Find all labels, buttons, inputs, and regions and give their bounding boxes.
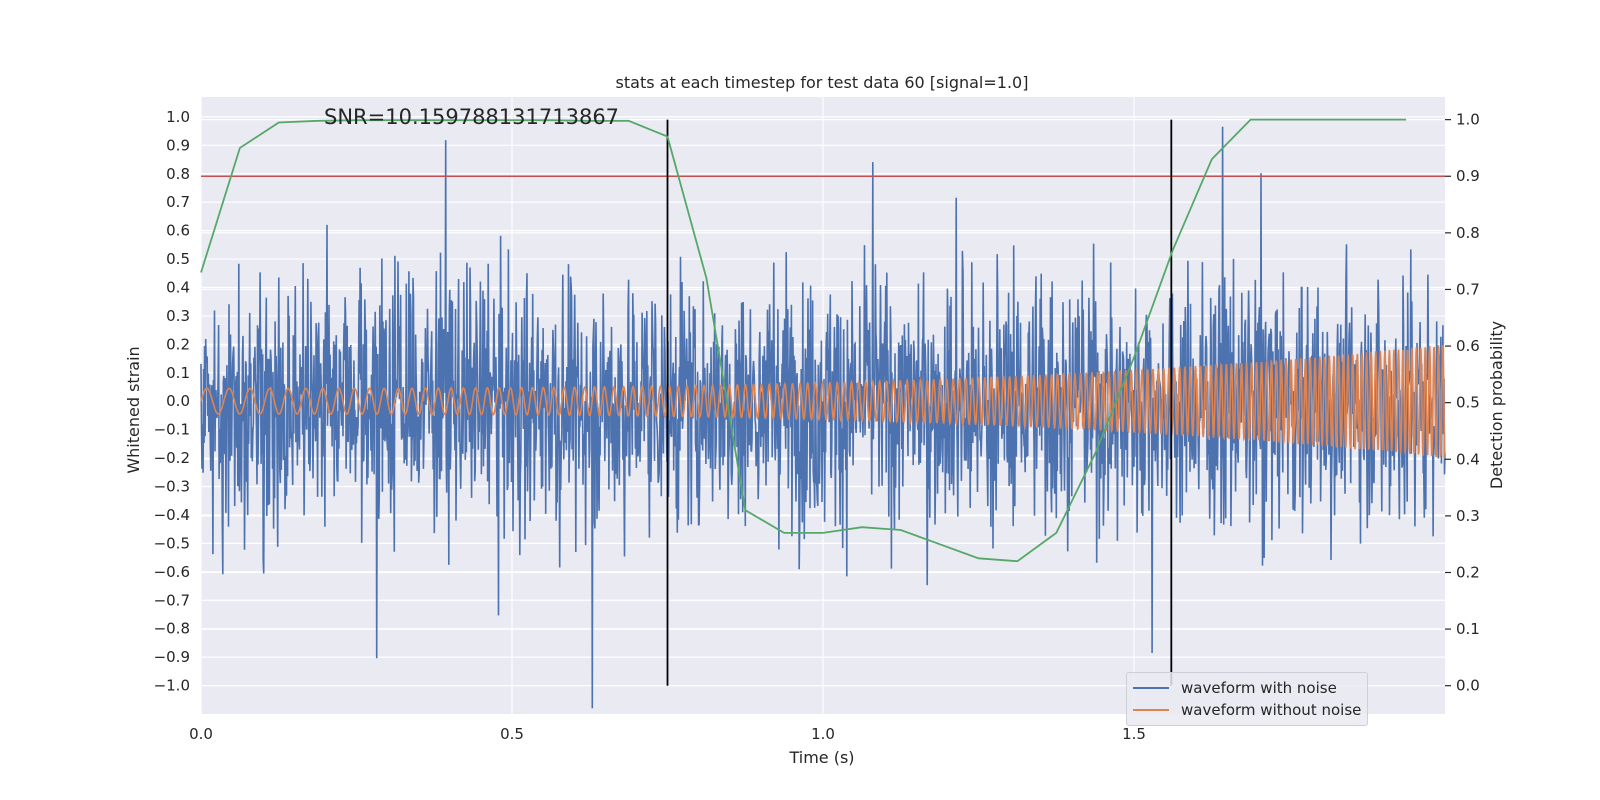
y-tick-label: 0.0 <box>166 392 190 410</box>
y2-tick-label: 0.7 <box>1456 280 1480 298</box>
series-detection-probability <box>200 118 1407 563</box>
y-tick-label: −1.0 <box>154 677 190 695</box>
y2-axis-label: Detection probability <box>1487 321 1506 489</box>
y2-tick-label: 0.6 <box>1456 337 1480 355</box>
chart-title: stats at each timestep for test data 60 … <box>616 73 1029 92</box>
y2-tick-label: 0.5 <box>1456 394 1480 412</box>
snr-annotation: SNR=10.159788131713867 <box>324 105 619 129</box>
y-tick-label: 0.7 <box>166 193 190 211</box>
y-tick-label: −0.4 <box>154 506 190 524</box>
y-tick-label: −0.6 <box>154 563 190 581</box>
y-tick-label: −0.8 <box>154 620 190 638</box>
y-axis-label: Whitened strain <box>124 346 143 473</box>
axes-layer: 1.0 0.9 0.8 0.7 0.6 0.5 0.4 0.3 0.2 0.1 0.0 −0.1 −0.… <box>154 108 1480 743</box>
y2-tick-label: 0.8 <box>1456 224 1480 242</box>
y-tick-label: −0.7 <box>154 591 190 609</box>
legend-item-noise: waveform with noise <box>1133 678 1337 698</box>
legend-label-noise: waveform with noise <box>1181 679 1337 697</box>
y2-tick-label: 0.0 <box>1456 677 1480 695</box>
y2-tick-label: 0.9 <box>1456 167 1480 185</box>
x-tick-label: 0.5 <box>500 725 524 743</box>
x-tick-label: 1.0 <box>811 725 835 743</box>
y2-tick-label: 0.3 <box>1456 507 1480 525</box>
y2-tick-label: 0.1 <box>1456 620 1480 638</box>
series-waveform-without-noise <box>200 345 1446 459</box>
y-tick-label: 0.8 <box>166 165 190 183</box>
y2-tick-label: 0.2 <box>1456 563 1480 581</box>
legend: waveform with noise waveform without noi… <box>1126 672 1368 726</box>
series-waveform-with-noise <box>200 126 1446 709</box>
y-tick-label: 0.2 <box>166 335 190 353</box>
legend-item-clean: waveform without noise <box>1133 700 1361 720</box>
legend-swatch-clean <box>1133 709 1169 711</box>
y-tick-label: −0.1 <box>154 421 190 439</box>
y-tick-label: −0.2 <box>154 449 190 467</box>
x-tick-label: 0.0 <box>189 725 213 743</box>
y2-tick-label: 0.4 <box>1456 450 1480 468</box>
y-tick-label: 0.9 <box>166 136 190 154</box>
series-layer <box>200 118 1446 709</box>
y-tick-label: −0.5 <box>154 534 190 552</box>
y-tick-label: −0.3 <box>154 478 190 496</box>
y2-tick-label: 1.0 <box>1456 111 1480 129</box>
y-tick-label: 0.6 <box>166 222 190 240</box>
y-tick-label: 0.5 <box>166 250 190 268</box>
y-tick-label: 0.3 <box>166 307 190 325</box>
x-tick-label: 1.5 <box>1122 725 1146 743</box>
y-tick-label: −0.9 <box>154 648 190 666</box>
y-tick-label: 0.4 <box>166 279 190 297</box>
y-tick-label: 0.1 <box>166 364 190 382</box>
y-tick-label: 1.0 <box>166 108 190 126</box>
legend-label-clean: waveform without noise <box>1181 701 1362 719</box>
legend-swatch-noise <box>1133 687 1169 689</box>
x-axis-label: Time (s) <box>788 748 854 767</box>
